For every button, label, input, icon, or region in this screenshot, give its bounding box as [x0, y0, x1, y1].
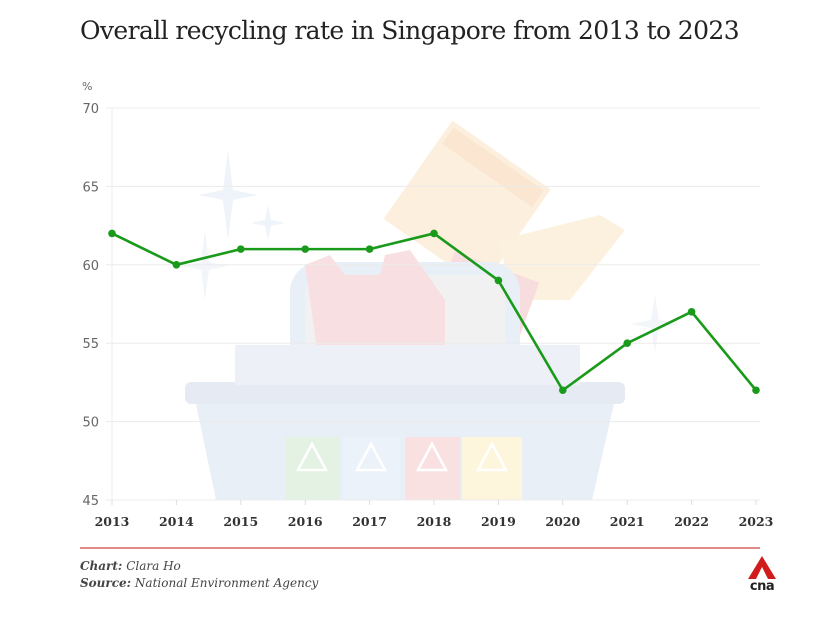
- source-credit: Source: National Environment Agency: [80, 576, 318, 590]
- y-tick-label: 60: [82, 259, 99, 274]
- chart-credit-label: Chart:: [80, 559, 123, 573]
- data-point-2017[interactable]: [365, 245, 374, 253]
- chart-title: Overall recycling rate in Singapore from…: [80, 16, 740, 45]
- data-point-2021[interactable]: [623, 339, 631, 348]
- source-credit-value: National Environment Agency: [134, 576, 319, 590]
- x-tick-label: 2014: [159, 514, 194, 529]
- data-point-2020[interactable]: [559, 386, 567, 395]
- x-tick-label: 2018: [417, 514, 452, 529]
- grid: [106, 107, 760, 501]
- y-axis-unit-label: %: [82, 80, 93, 93]
- x-tick-label: 2015: [223, 514, 258, 529]
- x-tick-label: 2022: [674, 514, 709, 529]
- data-point-2023[interactable]: [752, 386, 760, 395]
- data-point-2019[interactable]: [494, 276, 503, 285]
- recycle-icon: [475, 441, 509, 472]
- pink-bag: [305, 250, 445, 370]
- x-tick-label: 2016: [288, 514, 323, 529]
- sparkle-icon: [630, 295, 680, 352]
- x-tick-label: 2019: [481, 514, 516, 529]
- x-tick-label: 2013: [95, 514, 130, 529]
- cna-logo: cna: [744, 555, 784, 595]
- chart-credit-value: Clara Ho: [126, 559, 181, 573]
- y-tick-label: 55: [82, 337, 99, 352]
- data-point-2022[interactable]: [687, 308, 696, 316]
- y-tick-label: 45: [82, 494, 99, 509]
- data-point-2014[interactable]: [172, 261, 181, 269]
- chart-credit: Chart: Clara Ho: [80, 559, 181, 573]
- y-tick-label: 70: [82, 102, 99, 117]
- series-layer: [108, 229, 760, 395]
- data-point-2015[interactable]: [237, 245, 245, 253]
- sparkle-icon: [251, 205, 285, 241]
- bin-panel-yellow: [462, 437, 522, 500]
- sparkle-icon: [198, 150, 258, 240]
- source-credit-label: Source:: [80, 576, 132, 590]
- y-tick-label: 65: [82, 180, 99, 195]
- x-tick-label: 2023: [739, 514, 774, 529]
- cna-logo-icon: [748, 556, 776, 579]
- bottle-shape: [500, 215, 625, 300]
- footer-divider: [80, 547, 760, 549]
- data-point-2018[interactable]: [430, 229, 438, 238]
- recycle-icon: [295, 441, 329, 472]
- data-point-2013[interactable]: [108, 229, 116, 238]
- y-tick-label: 50: [82, 416, 99, 431]
- recycle-icon: [415, 441, 449, 472]
- x-axis: 2013 2014 2015 2016 2017 2018 2019 2020 2021 2022…: [95, 500, 774, 529]
- x-tick-label: 2020: [545, 514, 580, 529]
- recycle-icon: [354, 441, 388, 472]
- x-tick-label: 2017: [352, 514, 387, 529]
- background-illustration: [182, 120, 680, 500]
- data-point-2016[interactable]: [301, 245, 310, 253]
- x-tick-label: 2021: [610, 514, 645, 529]
- y-axis: 45 50 55 60 65 70: [82, 102, 99, 509]
- bin-lid: [185, 382, 625, 404]
- cna-logo-text: cna: [749, 579, 775, 594]
